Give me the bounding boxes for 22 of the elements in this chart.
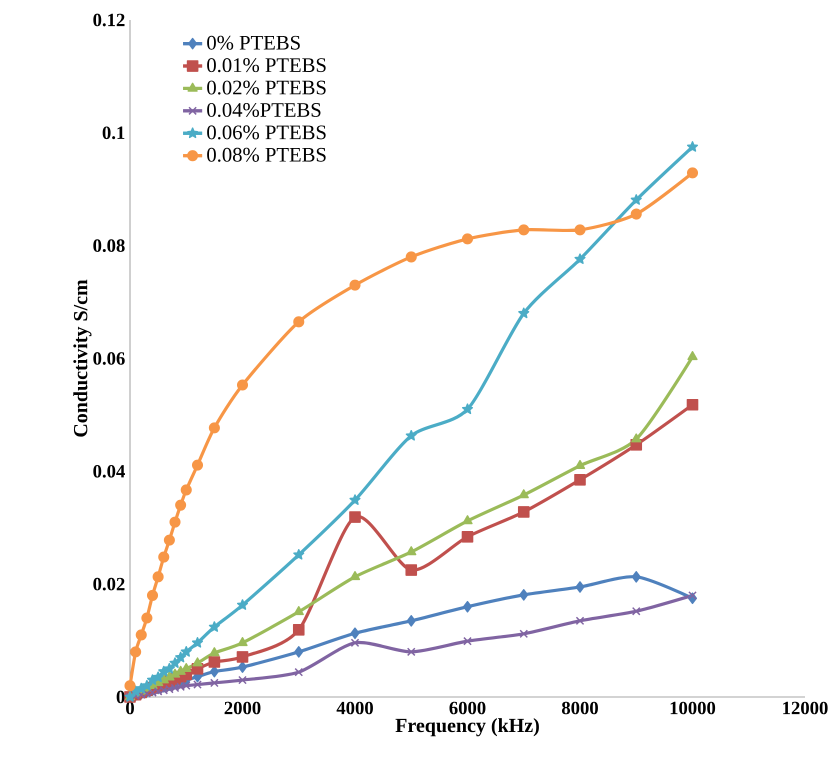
- legend-label: 0.08% PTEBS: [207, 148, 326, 162]
- y-tick-label: 0.02: [93, 578, 124, 590]
- legend-label: 0.01% PTEBS: [207, 58, 326, 72]
- x-axis-title: Frequency (kHz): [396, 718, 539, 736]
- x-tick-label: 0: [126, 702, 134, 714]
- x-tick-label: 6000: [449, 702, 486, 714]
- x-tick-label: 12000: [783, 702, 828, 714]
- y-tick-label: 0.12: [93, 14, 124, 26]
- y-tick-label: 0.08: [93, 239, 125, 252]
- legend-label: 0% PTEBS: [207, 36, 300, 50]
- x-tick-label: 4000: [336, 702, 373, 714]
- legend-label: 0.02% PTEBS: [207, 80, 326, 95]
- y-tick-label: 0.06: [93, 352, 125, 365]
- x-tick-label: 8000: [562, 702, 598, 714]
- legend-label: 0.06% PTEBS: [207, 125, 326, 140]
- y-tick-label: 0: [116, 690, 125, 704]
- x-tick-label: 10000: [670, 702, 716, 714]
- y-tick-label: 0.04: [93, 464, 125, 478]
- y-tick-label: 0.1: [102, 126, 124, 140]
- x-tick-label: 2000: [224, 702, 260, 714]
- legend-label: 0.04%PTEBS: [207, 102, 320, 118]
- y-axis-title: Conductivity S/cm: [73, 280, 92, 437]
